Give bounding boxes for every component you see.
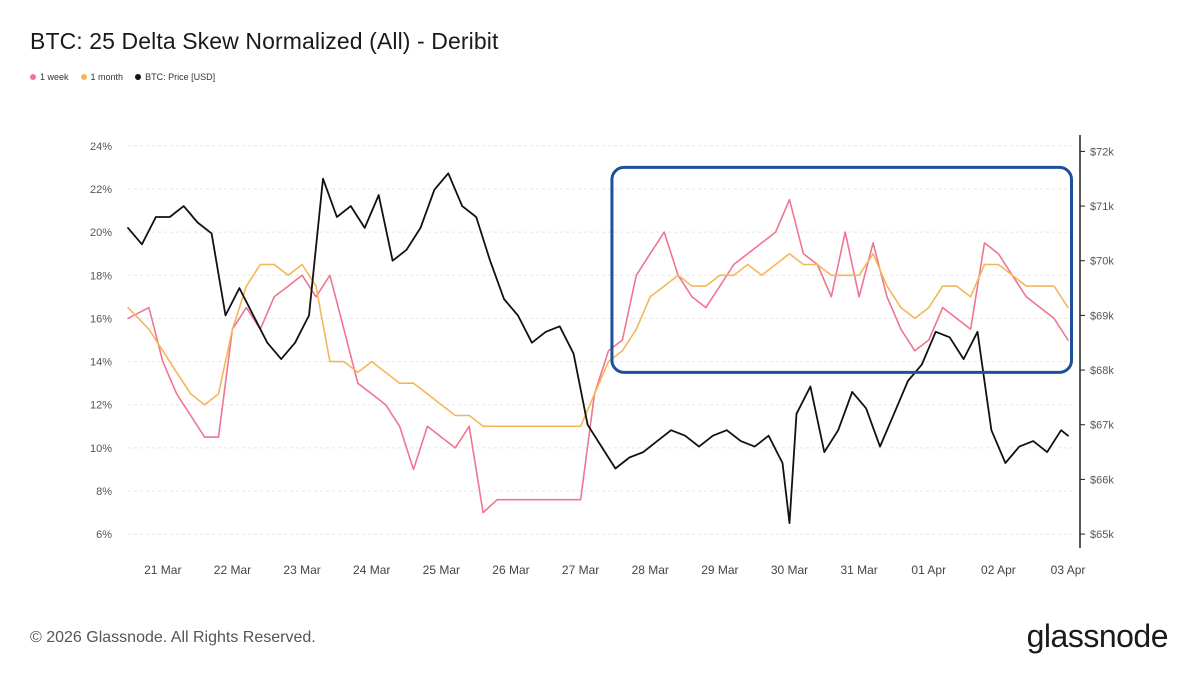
legend-swatch-1-month — [80, 74, 87, 80]
legend-label-1-month: 1 month — [90, 72, 124, 82]
y-left-tick-label: 20% — [90, 227, 112, 239]
y-right-tick-label: $67k — [1090, 420, 1114, 432]
y-left-tick-label: 24% — [90, 141, 112, 153]
x-tick-label: 25 Mar — [423, 563, 460, 577]
x-tick-label: 26 Mar — [492, 563, 529, 577]
y-left-tick-label: 16% — [90, 313, 112, 325]
copyright-footer: © 2026 Glassnode. All Rights Reserved. — [30, 629, 316, 646]
y-left-tick-label: 18% — [90, 270, 112, 282]
annotation-group — [610, 165, 1074, 374]
y-left-tick-label: 12% — [90, 400, 112, 412]
y-right-tick-label: $65k — [1090, 529, 1114, 541]
x-tick-label: 31 Mar — [840, 563, 877, 577]
highlight-box — [610, 165, 1074, 374]
glassnode-logo: glassnode — [1026, 618, 1169, 654]
y-left-tick-label: 10% — [90, 443, 112, 455]
legend-swatch-btc-price — [135, 74, 142, 80]
chart-title: BTC: 25 Delta Skew Normalized (All) - De… — [30, 28, 499, 54]
x-tick-label: 27 Mar — [562, 563, 599, 577]
legend-swatch-1-week — [30, 74, 36, 80]
legend-item-1-week[interactable]: 1 week — [30, 72, 69, 82]
y-left-tick-label: 6% — [96, 529, 112, 541]
x-tick-label: 03 Apr — [1051, 563, 1086, 577]
y-left-tick-label: 14% — [90, 357, 112, 369]
y-right-tick-label: $69k — [1090, 310, 1114, 322]
y-right-tick-label: $66k — [1090, 474, 1114, 486]
legend: 1 week 1 month BTC: Price [USD] — [30, 72, 215, 82]
legend-label-btc-price: BTC: Price [USD] — [145, 72, 216, 82]
y-left-tick-label: 8% — [96, 486, 112, 498]
x-tick-label: 24 Mar — [353, 563, 390, 577]
series-line-btc-price-usd — [127, 172, 1069, 524]
legend-item-btc-price[interactable]: BTC: Price [USD] — [135, 72, 215, 82]
x-axis: 21 Mar 22 Mar 23 Mar 24 Mar 25 Mar 26 Mar 27 M… — [144, 563, 1085, 577]
y-right-tick-label: $68k — [1090, 365, 1114, 377]
y-right-tick-label: $71k — [1090, 201, 1114, 213]
y-left-tick-label: 22% — [90, 184, 112, 196]
grid — [128, 145, 1075, 535]
y-axis-right: $65k $66k $67k $68k $69k $70k $71k $72k — [1079, 135, 1114, 548]
x-tick-label: 30 Mar — [771, 563, 808, 577]
series-line-1-week — [127, 198, 1069, 514]
y-right-tick-label: $70k — [1090, 256, 1114, 268]
x-tick-label: 28 Mar — [632, 563, 669, 577]
series-group — [127, 172, 1069, 524]
x-tick-label: 29 Mar — [701, 563, 738, 577]
x-tick-label: 23 Mar — [283, 563, 320, 577]
legend-item-1-month[interactable]: 1 month — [80, 72, 124, 82]
series-line-1-month — [127, 252, 1069, 428]
x-tick-label: 01 Apr — [911, 563, 946, 577]
legend-label-1-week: 1 week — [40, 72, 69, 82]
x-tick-label: 02 Apr — [981, 563, 1016, 577]
y-axis-left: 6% 8% 10% 12% 14% 16% 18% 20% 22% 24% — [90, 141, 112, 541]
y-right-tick-label: $72k — [1090, 146, 1114, 158]
x-tick-label: 21 Mar — [144, 563, 181, 577]
x-tick-label: 22 Mar — [214, 563, 251, 577]
